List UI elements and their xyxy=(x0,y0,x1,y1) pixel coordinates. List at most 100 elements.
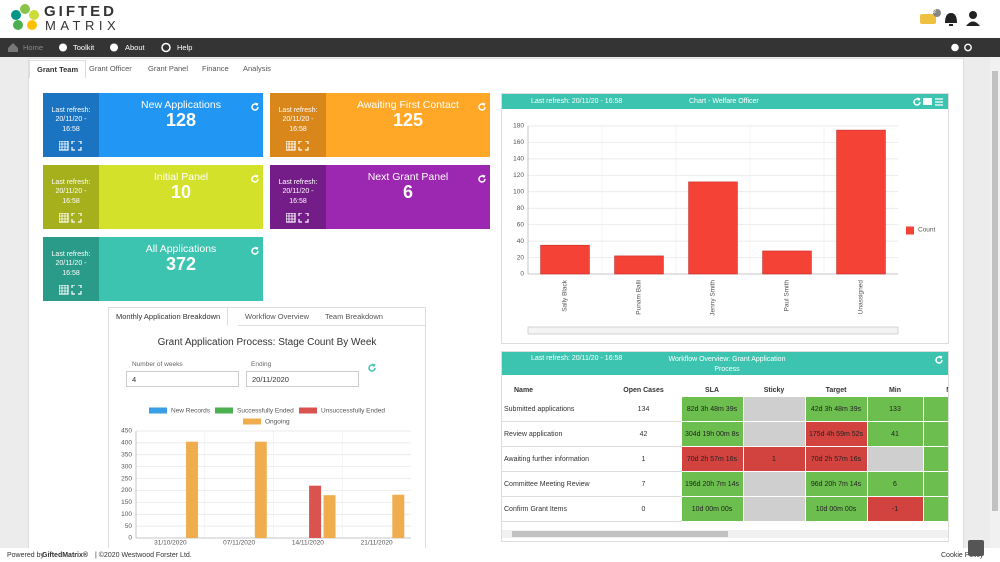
bar xyxy=(762,250,812,275)
panel-header: Last refresh: 20/11/20 - 16:58 Chart - We… xyxy=(502,94,948,109)
refresh-icon[interactable] xyxy=(964,43,972,52)
status-cell: 41 xyxy=(867,421,924,447)
status-cell: 70d 2h 57m 16s xyxy=(681,446,744,472)
expand-icon[interactable] xyxy=(298,141,309,151)
refresh-button[interactable] xyxy=(250,102,260,112)
nav-item[interactable]: About xyxy=(125,43,145,52)
table-scrollbar[interactable] xyxy=(502,530,948,538)
panel-tab[interactable]: Workflow Overview xyxy=(245,312,310,321)
nav-item[interactable]: Home xyxy=(23,43,44,52)
y-tick-label: 40 xyxy=(517,238,525,245)
expand-icon[interactable] xyxy=(71,213,82,223)
footer-brand: GiftedMatrix® xyxy=(42,552,88,559)
nav-item[interactable]: Help xyxy=(177,43,193,52)
table-row[interactable]: Confirm Grant Items 0 10d 00m 00s 10d 00m 0… xyxy=(502,496,948,522)
tile[interactable]: Last refresh: 20/11/20 - 16:58 Awaiting Fi… xyxy=(270,93,490,157)
menu-icon[interactable] xyxy=(935,98,943,106)
image-icon[interactable] xyxy=(923,98,932,105)
refresh-icon xyxy=(913,98,921,106)
panel-tab[interactable]: Team Breakdown xyxy=(325,312,383,321)
expand-icon[interactable] xyxy=(71,141,82,151)
tile[interactable]: Last refresh: 20/11/20 - 16:58 All Applica… xyxy=(43,237,263,301)
expand-icon[interactable] xyxy=(298,213,309,223)
tile[interactable]: Last refresh: 20/11/20 - 16:58 Next Grant … xyxy=(270,165,490,229)
tile-actions xyxy=(286,141,309,151)
refresh-icon xyxy=(368,364,376,372)
y-tick-label: 20 xyxy=(517,254,525,261)
tab[interactable]: Analysis xyxy=(243,64,271,73)
tab[interactable]: Grant Team xyxy=(29,60,87,78)
refresh-button[interactable] xyxy=(477,102,487,112)
refresh-button[interactable] xyxy=(250,246,260,256)
refresh-button[interactable] xyxy=(477,174,487,184)
refresh-time: 20/11/20 - 16:58 xyxy=(282,116,314,133)
expand-icon[interactable] xyxy=(71,285,82,295)
stage-chart: 0 50 100 150 200 250 300 350 400 450 31/10/2020 07/… xyxy=(121,407,411,547)
status-cell: -2 xyxy=(923,446,948,472)
logo[interactable] xyxy=(10,3,40,33)
table-icon[interactable] xyxy=(59,213,69,223)
column-header: SLA xyxy=(681,383,744,397)
tile-side: Last refresh: 20/11/20 - 16:58 xyxy=(43,165,99,229)
tile-actions xyxy=(59,213,82,223)
scrollbar[interactable] xyxy=(990,57,1000,548)
tray-icon[interactable] xyxy=(920,14,936,24)
legend-label: New Records xyxy=(171,408,211,415)
refresh-time: 20/11/20 - 16:58 xyxy=(282,188,314,205)
table-grid xyxy=(59,213,68,222)
chart-scrollbar[interactable] xyxy=(527,326,899,335)
tab[interactable]: Finance xyxy=(202,64,229,73)
tile-side: Last refresh: 20/11/20 - 16:58 xyxy=(43,93,99,157)
tile[interactable]: Last refresh: 20/11/20 - 16:58 Initial Pan… xyxy=(43,165,263,229)
table-row[interactable]: Awaiting further information 1 70d 2h 57m … xyxy=(502,446,948,472)
refresh-arrow xyxy=(372,363,376,368)
status-cell: 175d 4h 59m 52s xyxy=(805,421,868,447)
table-row[interactable]: Submitted applications 134 82d 3h 48m 39s 4… xyxy=(502,397,948,422)
y-tick-label: 400 xyxy=(121,440,132,447)
status-cell xyxy=(743,397,806,422)
table-grid xyxy=(286,213,295,222)
bar xyxy=(392,494,405,538)
tile-value: 372 xyxy=(165,254,197,274)
refresh-button[interactable] xyxy=(250,174,260,184)
user-icon[interactable] xyxy=(969,11,977,19)
tab[interactable]: Grant Officer xyxy=(89,64,132,73)
x-tick-label: Punam Balli xyxy=(636,280,643,315)
cookie-link[interactable]: Cookie Policy xyxy=(941,552,984,559)
legend-swatch xyxy=(215,407,233,414)
tile-value: 128 xyxy=(165,110,197,130)
settings-icon[interactable] xyxy=(951,43,959,52)
table-icon[interactable] xyxy=(59,141,69,151)
stage-name: Awaiting further information xyxy=(502,446,607,472)
nav-item[interactable]: Toolkit xyxy=(73,43,95,52)
scroll-thumb[interactable] xyxy=(512,531,728,537)
scroll-thumb[interactable] xyxy=(992,71,998,511)
tile-actions xyxy=(59,285,82,295)
tile[interactable]: Last refresh: 20/11/20 - 16:58 New Applica… xyxy=(43,93,263,157)
refresh-label: Last refresh: xyxy=(51,179,91,186)
bar xyxy=(540,244,590,275)
table-row[interactable]: Committee Meeting Review 7 196d 20h 7m 14s… xyxy=(502,471,948,497)
status-cell: -1 xyxy=(867,496,924,522)
status-cell: -6 xyxy=(923,397,948,422)
weeks-input[interactable]: 4 xyxy=(126,371,239,387)
refresh-button[interactable] xyxy=(367,363,377,373)
y-tick-label: 60 xyxy=(517,221,525,228)
scroll-top-button[interactable] xyxy=(968,540,984,556)
refresh-button[interactable] xyxy=(934,355,944,365)
panel-tab[interactable]: Monthly Application Breakdown xyxy=(109,308,229,326)
tab[interactable]: Grant Panel xyxy=(148,64,189,73)
stage-name: Committee Meeting Review xyxy=(502,471,607,497)
table-row[interactable]: Review application 42 304d 19h 00m 8s 175d … xyxy=(502,421,948,447)
ending-input[interactable]: 20/11/2020 xyxy=(246,371,359,387)
table-icon[interactable] xyxy=(286,141,296,151)
x-tick-label: 14/11/2020 xyxy=(292,540,324,547)
bell-icon[interactable] xyxy=(945,13,957,26)
refresh-button[interactable] xyxy=(912,97,922,107)
bar xyxy=(309,485,322,538)
table-icon[interactable] xyxy=(286,213,296,223)
open-cases: 134 xyxy=(606,397,682,422)
table-icon[interactable] xyxy=(59,285,69,295)
